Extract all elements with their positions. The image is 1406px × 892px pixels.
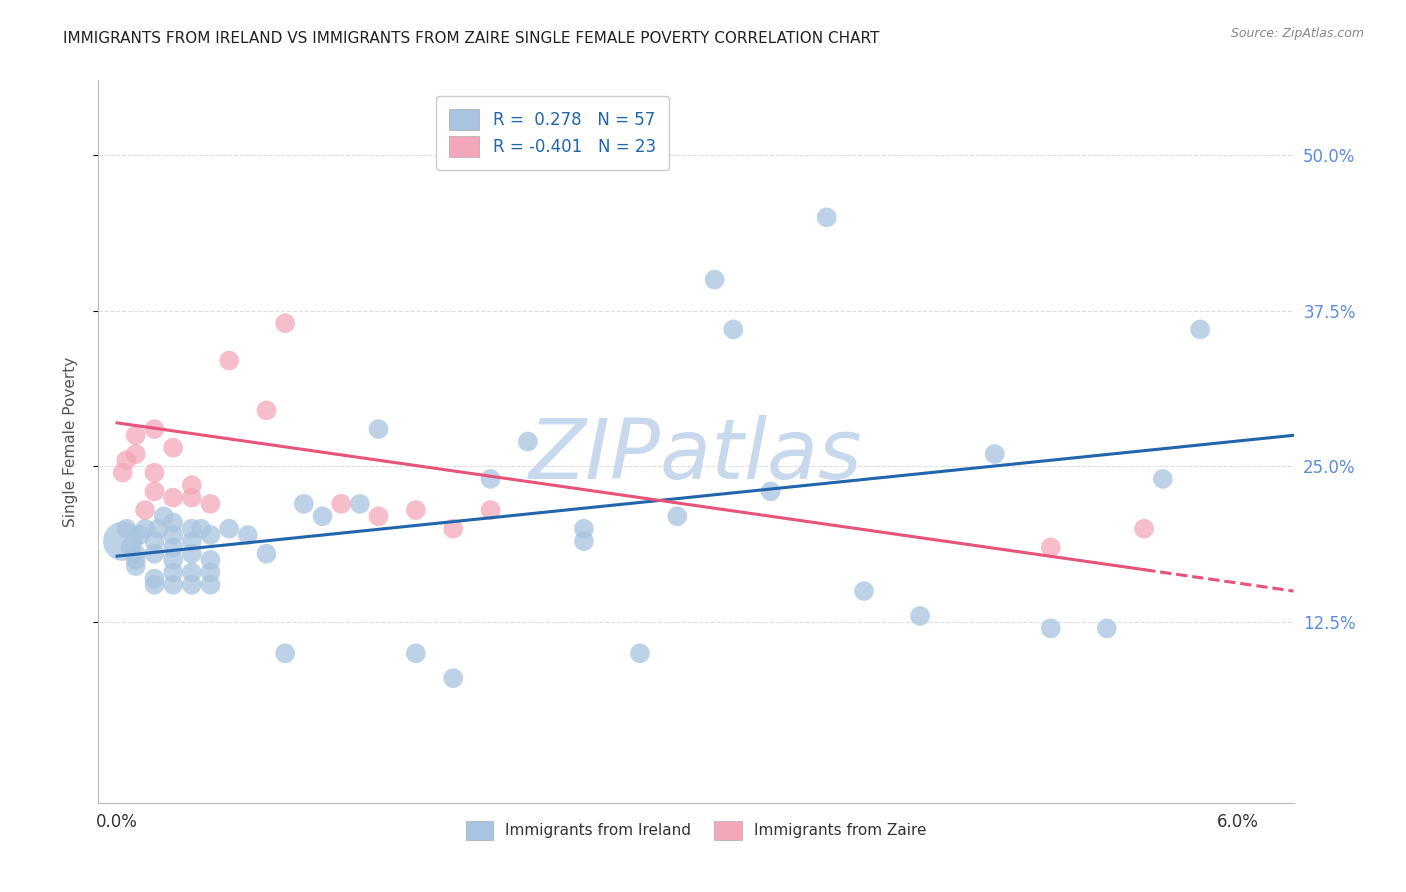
Point <box>152 509 174 524</box>
Point <box>1039 621 1062 635</box>
Text: IMMIGRANTS FROM IRELAND VS IMMIGRANTS FROM ZAIRE SINGLE FEMALE POVERTY CORRELATI: IMMIGRANTS FROM IRELAND VS IMMIGRANTS FR… <box>63 31 880 46</box>
Point <box>162 553 184 567</box>
Point <box>162 441 184 455</box>
Point <box>441 671 464 685</box>
Point <box>200 578 222 592</box>
Point <box>292 497 315 511</box>
Point <box>853 584 876 599</box>
Point <box>1152 472 1174 486</box>
Point <box>1095 621 1118 635</box>
Point <box>143 422 166 436</box>
Point <box>572 522 595 536</box>
Point <box>984 447 1007 461</box>
Point <box>162 541 184 555</box>
Point <box>759 484 782 499</box>
Point <box>143 534 166 549</box>
Point <box>516 434 538 449</box>
Point <box>190 522 212 536</box>
Point <box>479 503 502 517</box>
Point <box>666 509 689 524</box>
Point <box>200 528 222 542</box>
Point <box>479 472 502 486</box>
Point <box>218 522 240 536</box>
Point <box>120 541 142 555</box>
Point <box>134 503 156 517</box>
Point <box>180 534 202 549</box>
Point <box>125 553 148 567</box>
Point <box>125 547 148 561</box>
Point <box>143 484 166 499</box>
Point <box>180 491 202 505</box>
Legend: Immigrants from Ireland, Immigrants from Zaire: Immigrants from Ireland, Immigrants from… <box>460 815 932 846</box>
Point <box>349 497 371 511</box>
Point <box>125 447 148 461</box>
Point <box>111 534 134 549</box>
Point <box>1133 522 1156 536</box>
Point <box>180 566 202 580</box>
Point <box>815 211 838 225</box>
Point <box>148 522 170 536</box>
Point <box>111 466 134 480</box>
Point <box>908 609 931 624</box>
Point <box>180 547 202 561</box>
Point <box>367 509 389 524</box>
Point <box>218 353 240 368</box>
Point <box>128 528 150 542</box>
Point <box>405 503 427 517</box>
Point <box>441 522 464 536</box>
Point <box>1189 322 1212 336</box>
Point <box>125 559 148 574</box>
Point <box>274 646 297 660</box>
Point <box>180 478 202 492</box>
Point <box>367 422 389 436</box>
Text: Source: ZipAtlas.com: Source: ZipAtlas.com <box>1230 27 1364 40</box>
Y-axis label: Single Female Poverty: Single Female Poverty <box>63 357 77 526</box>
Point <box>125 428 148 442</box>
Point <box>200 553 222 567</box>
Point <box>143 547 166 561</box>
Point <box>162 528 184 542</box>
Point <box>723 322 745 336</box>
Point <box>134 522 156 536</box>
Point <box>162 491 184 505</box>
Text: ZIPatlas: ZIPatlas <box>529 416 863 497</box>
Point <box>572 534 595 549</box>
Point <box>330 497 353 511</box>
Point <box>162 578 184 592</box>
Point <box>143 572 166 586</box>
Point <box>1039 541 1062 555</box>
Point <box>405 646 427 660</box>
Point <box>143 466 166 480</box>
Point <box>200 566 222 580</box>
Point <box>143 578 166 592</box>
Point <box>162 516 184 530</box>
Point <box>628 646 651 660</box>
Point <box>115 453 138 467</box>
Point <box>180 578 202 592</box>
Point <box>236 528 259 542</box>
Point <box>274 316 297 330</box>
Point <box>311 509 333 524</box>
Point <box>256 547 278 561</box>
Point <box>200 497 222 511</box>
Point <box>162 566 184 580</box>
Point <box>180 522 202 536</box>
Point <box>703 272 725 286</box>
Point <box>115 522 138 536</box>
Point <box>256 403 278 417</box>
